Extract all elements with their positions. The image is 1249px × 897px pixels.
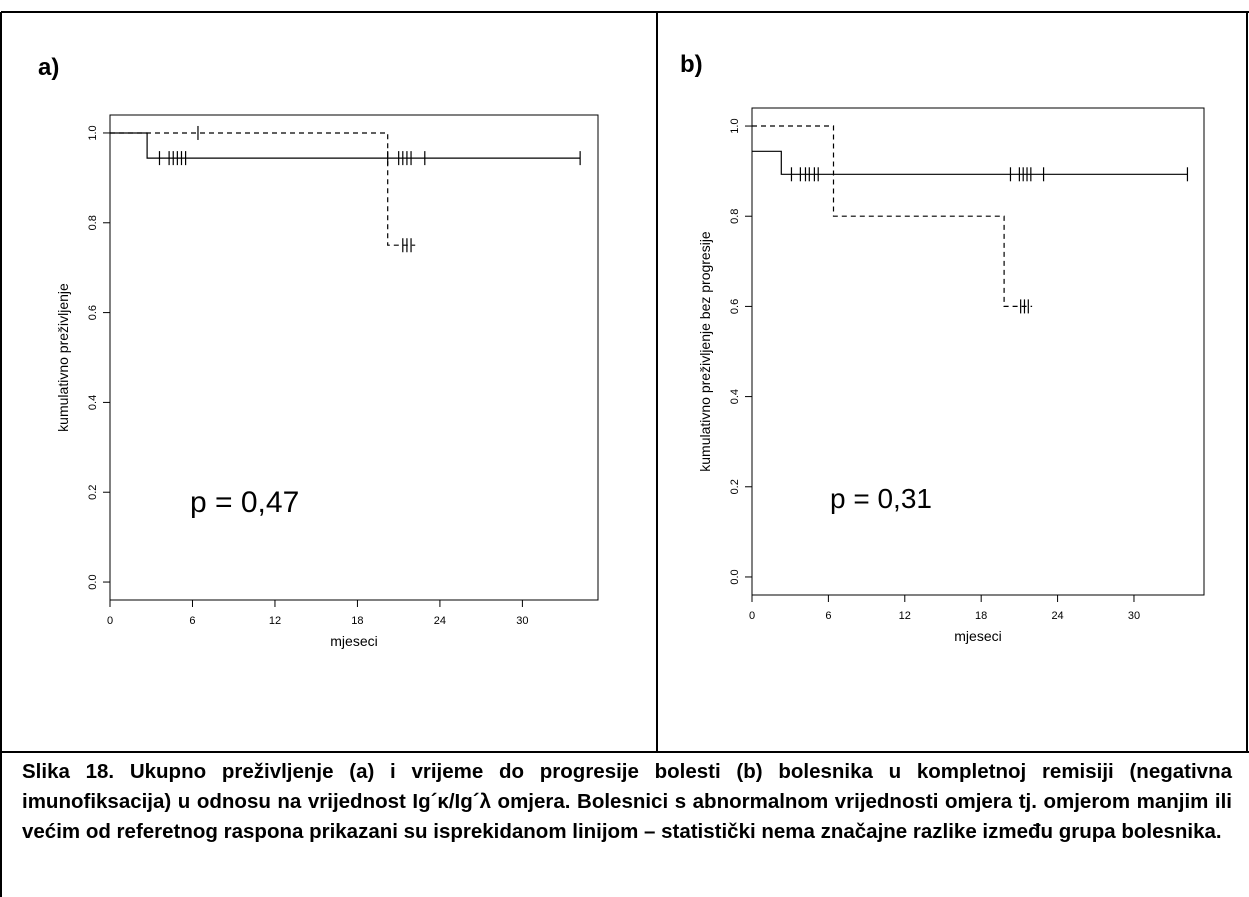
y-axis-label: kumulativno preživljenje bez progresije xyxy=(697,231,713,472)
x-tick-label: 24 xyxy=(434,615,446,627)
plot-box xyxy=(751,107,1205,596)
panel-a-chart: a) 0 6 12 18 24 30 mjeseci 0.0 0.2 0.4 0.6 0.8 1.0 kum… xyxy=(38,54,599,649)
solid-survival-curve xyxy=(110,132,581,159)
panel-b-chart: b) 0 6 12 18 24 30 mjeseci 0.0 0.2 0.4 0.6 0.8 1.0 kum… xyxy=(680,51,1205,644)
x-tick-label: 24 xyxy=(1051,610,1063,622)
y-tick-label: 0.6 xyxy=(87,305,99,320)
y-tick-label: 0.6 xyxy=(729,299,741,314)
plot-box xyxy=(109,114,599,601)
solid-survival-curve xyxy=(752,150,1188,175)
y-tick-label: 1.0 xyxy=(729,118,741,133)
y-tick-label: 0.0 xyxy=(87,574,99,589)
dashed-survival-curve xyxy=(752,125,1033,307)
y-tick-label: 0.2 xyxy=(729,479,741,494)
y-tick-label: 0.0 xyxy=(729,569,741,584)
x-tick-label: 0 xyxy=(107,615,113,627)
y-tick-label: 1.0 xyxy=(87,125,99,140)
x-tick-label: 0 xyxy=(749,610,755,622)
figure-caption: Slika 18. Ukupno preživljenje (a) i vrij… xyxy=(22,760,1232,843)
p-value-annotation: p = 0,31 xyxy=(830,483,932,514)
x-tick-label: 18 xyxy=(975,610,987,622)
y-tick-label: 0.4 xyxy=(87,395,99,410)
y-tick-label: 0.8 xyxy=(729,209,741,224)
y-tick-label: 0.2 xyxy=(87,485,99,500)
panel-label: a) xyxy=(38,54,59,81)
x-tick-label: 6 xyxy=(189,615,195,627)
panel-label: b) xyxy=(680,51,703,78)
x-tick-label: 12 xyxy=(269,615,281,627)
x-tick-label: 6 xyxy=(825,610,831,622)
y-axis-label: kumulativno preživljenje xyxy=(55,283,71,432)
x-tick-label: 30 xyxy=(1128,610,1140,622)
x-axis-label: mjeseci xyxy=(954,628,1001,644)
y-tick-label: 0.8 xyxy=(87,215,99,230)
dashed-survival-curve xyxy=(110,132,416,246)
y-tick-label: 0.4 xyxy=(729,389,741,404)
x-tick-label: 30 xyxy=(516,615,528,627)
x-tick-label: 18 xyxy=(351,615,363,627)
x-tick-label: 12 xyxy=(899,610,911,622)
p-value-annotation: p = 0,47 xyxy=(190,486,299,519)
x-axis-label: mjeseci xyxy=(330,633,377,649)
